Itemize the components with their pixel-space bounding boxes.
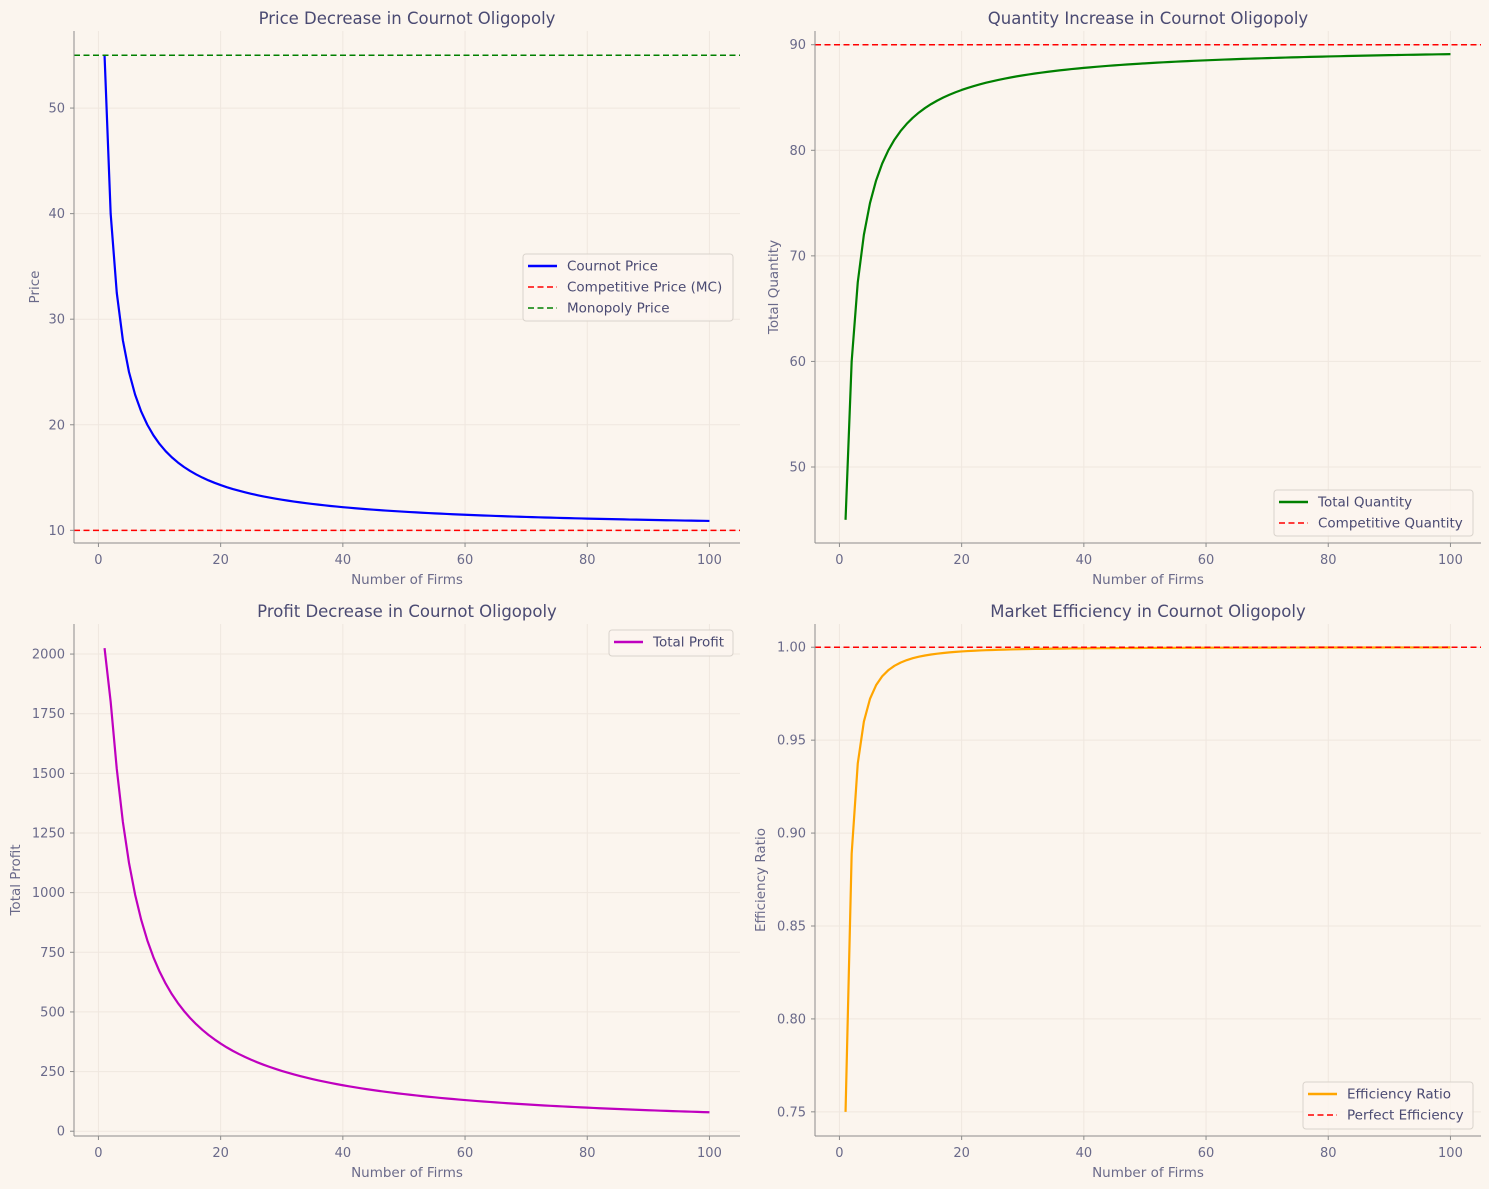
legend-box (608, 629, 734, 657)
plot-area (74, 54, 740, 532)
chart-title: Quantity Increase in Cournot Oligopoly (988, 9, 1309, 28)
subplot-1: 0 20 40 60 80 100 10 20 30 40 50 Price Decrease in … (27, 9, 740, 588)
x-tick-label: 40 (335, 1146, 352, 1161)
y-axis-label: Total Profit (8, 844, 24, 916)
legend-entry: Perfect Efficiency (1347, 1108, 1464, 1124)
y-axis-label: Total Quantity (766, 240, 782, 335)
y-tick-label: 750 (40, 946, 65, 961)
x-tick-label: 60 (457, 1146, 474, 1161)
legend-entry: Total Quantity (1317, 495, 1412, 511)
x-tick-label: 100 (697, 553, 722, 568)
legend: Cournot Price Competitive Price (MC) Monop… (522, 253, 734, 322)
legend-box (522, 253, 734, 322)
subplot-4: 0 20 40 60 80 100 0.75 0.80 0.85 0.90 0.95 1.00 Mark… (753, 602, 1481, 1181)
x-tick-label: 40 (335, 553, 352, 568)
x-tick-label: 80 (579, 1146, 596, 1161)
legend-entry: Total Profit (652, 635, 724, 651)
x-tick-label: 0 (94, 553, 102, 568)
plot-area (815, 646, 1481, 1112)
y-tick-label: 1250 (32, 826, 65, 841)
y-tick-label: 250 (40, 1065, 65, 1080)
y-tick-label: 2000 (32, 648, 65, 663)
y-tick-label: 0.90 (777, 827, 806, 842)
subplot-3: 0 20 40 60 80 1000250500750100012501500175020… (8, 602, 740, 1181)
legend: Efficiency Ratio Perfect Efficiency (1302, 1081, 1474, 1130)
y-tick-label: 1750 (32, 707, 65, 722)
legend-box (1273, 489, 1474, 537)
legend-box (1302, 1081, 1474, 1130)
x-axis-label: Number of Firms (351, 1165, 463, 1181)
plot-area (815, 43, 1481, 520)
x-tick-label: 40 (1076, 553, 1093, 568)
x-tick-label: 100 (1438, 1146, 1463, 1161)
x-tick-label: 80 (579, 553, 596, 568)
x-tick-label: 20 (212, 553, 229, 568)
series-efficiency-ratio-line (844, 646, 1451, 1112)
x-tick-label: 100 (1438, 553, 1463, 568)
x-tick-label: 0 (835, 1146, 843, 1161)
y-tick-label: 500 (40, 1005, 65, 1020)
y-tick-label: 50 (48, 102, 65, 117)
series-total-quantity-line (844, 53, 1451, 520)
legend-entry: Monopoly Price (567, 301, 670, 317)
y-tick-label: 1500 (32, 767, 65, 782)
y-axis-label: Efficiency Ratio (753, 828, 769, 932)
legend-entry: Competitive Price (MC) (567, 280, 722, 296)
x-tick-label: 80 (1320, 1146, 1337, 1161)
y-tick-label: 50 (789, 460, 806, 475)
y-tick-label: 20 (48, 418, 65, 433)
x-tick-label: 0 (94, 1146, 102, 1161)
x-tick-label: 40 (1076, 1146, 1093, 1161)
y-tick-label: 10 (48, 524, 65, 539)
legend: Total Profit (608, 629, 734, 657)
y-tick-label: 60 (789, 355, 806, 370)
series-cournot-price-line (103, 55, 710, 523)
chart-title: Price Decrease in Cournot Oligopoly (259, 9, 556, 28)
y-tick-label: 0.75 (777, 1105, 806, 1120)
legend-entry: Efficiency Ratio (1347, 1087, 1451, 1103)
series-total-profit-line (103, 647, 710, 1114)
subplot-2: 0 20 40 60 80 100 50 60 70 80 90 Quantity Increase … (766, 9, 1481, 588)
y-tick-label: 0 (57, 1125, 65, 1140)
plot-area (103, 647, 710, 1114)
x-tick-label: 20 (953, 1146, 970, 1161)
x-tick-label: 100 (697, 1146, 722, 1161)
y-tick-label: 1000 (32, 886, 65, 901)
y-tick-label: 90 (789, 38, 806, 53)
y-tick-label: 0.85 (777, 919, 806, 934)
x-tick-label: 0 (835, 553, 843, 568)
y-tick-label: 30 (48, 313, 65, 328)
chart-title: Profit Decrease in Cournot Oligopoly (257, 602, 557, 621)
x-axis-label: Number of Firms (1092, 572, 1204, 588)
x-tick-label: 60 (1198, 1146, 1215, 1161)
x-tick-label: 20 (953, 553, 970, 568)
y-tick-label: 70 (789, 249, 806, 264)
x-axis-label: Number of Firms (351, 572, 463, 588)
legend-entry: Cournot Price (567, 259, 658, 275)
legend: Total Quantity Competitive Quantity (1273, 489, 1474, 537)
x-tick-label: 20 (212, 1146, 229, 1161)
x-tick-label: 60 (1198, 553, 1215, 568)
chart-title: Market Efficiency in Cournot Oligopoly (990, 602, 1306, 621)
y-tick-label: 0.80 (777, 1012, 806, 1027)
y-tick-label: 80 (789, 144, 806, 159)
x-tick-label: 60 (457, 553, 474, 568)
x-axis-label: Number of Firms (1092, 1165, 1204, 1181)
legend-entry: Competitive Quantity (1318, 516, 1463, 532)
y-tick-label: 1.00 (777, 641, 806, 656)
x-tick-label: 80 (1320, 553, 1337, 568)
y-tick-label: 0.95 (777, 734, 806, 749)
y-tick-label: 40 (48, 207, 65, 222)
y-axis-label: Price (27, 271, 43, 304)
